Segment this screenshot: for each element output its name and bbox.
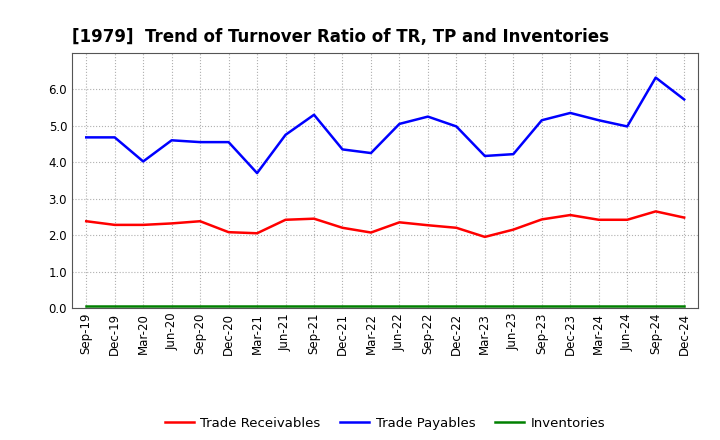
Trade Receivables bbox=[480, 234, 489, 239]
Inventories bbox=[623, 304, 631, 309]
Trade Receivables bbox=[509, 227, 518, 232]
Inventories bbox=[167, 304, 176, 309]
Inventories bbox=[310, 304, 318, 309]
Inventories bbox=[566, 304, 575, 309]
Inventories bbox=[196, 304, 204, 309]
Trade Receivables bbox=[282, 217, 290, 222]
Inventories bbox=[82, 304, 91, 309]
Inventories bbox=[652, 304, 660, 309]
Trade Payables bbox=[595, 117, 603, 123]
Trade Receivables bbox=[395, 220, 404, 225]
Inventories bbox=[537, 304, 546, 309]
Trade Receivables bbox=[423, 223, 432, 228]
Inventories bbox=[253, 304, 261, 309]
Trade Payables bbox=[82, 135, 91, 140]
Trade Payables bbox=[139, 159, 148, 164]
Trade Receivables bbox=[338, 225, 347, 231]
Trade Receivables bbox=[167, 221, 176, 226]
Trade Payables bbox=[167, 138, 176, 143]
Trade Receivables bbox=[110, 222, 119, 227]
Trade Payables bbox=[652, 75, 660, 80]
Line: Trade Receivables: Trade Receivables bbox=[86, 211, 684, 237]
Trade Payables bbox=[509, 151, 518, 157]
Trade Payables bbox=[537, 117, 546, 123]
Trade Payables bbox=[623, 124, 631, 129]
Trade Payables bbox=[310, 112, 318, 117]
Inventories bbox=[110, 304, 119, 309]
Trade Payables bbox=[338, 147, 347, 152]
Trade Payables bbox=[196, 139, 204, 145]
Trade Payables bbox=[366, 150, 375, 156]
Trade Receivables bbox=[537, 217, 546, 222]
Inventories bbox=[680, 304, 688, 309]
Trade Payables bbox=[452, 124, 461, 129]
Line: Trade Payables: Trade Payables bbox=[86, 77, 684, 173]
Trade Payables bbox=[110, 135, 119, 140]
Inventories bbox=[452, 304, 461, 309]
Trade Payables bbox=[395, 121, 404, 127]
Trade Receivables bbox=[253, 231, 261, 236]
Trade Receivables bbox=[82, 219, 91, 224]
Trade Payables bbox=[253, 170, 261, 176]
Trade Payables bbox=[423, 114, 432, 119]
Trade Payables bbox=[225, 139, 233, 145]
Inventories bbox=[509, 304, 518, 309]
Trade Payables bbox=[680, 97, 688, 102]
Inventories bbox=[139, 304, 148, 309]
Trade Receivables bbox=[680, 215, 688, 220]
Inventories bbox=[595, 304, 603, 309]
Trade Receivables bbox=[652, 209, 660, 214]
Trade Receivables bbox=[196, 219, 204, 224]
Inventories bbox=[338, 304, 347, 309]
Inventories bbox=[395, 304, 404, 309]
Inventories bbox=[366, 304, 375, 309]
Legend: Trade Receivables, Trade Payables, Inventories: Trade Receivables, Trade Payables, Inven… bbox=[159, 411, 611, 435]
Trade Receivables bbox=[366, 230, 375, 235]
Trade Receivables bbox=[225, 230, 233, 235]
Trade Receivables bbox=[623, 217, 631, 222]
Inventories bbox=[225, 304, 233, 309]
Text: [1979]  Trend of Turnover Ratio of TR, TP and Inventories: [1979] Trend of Turnover Ratio of TR, TP… bbox=[72, 28, 609, 46]
Trade Receivables bbox=[566, 213, 575, 218]
Trade Payables bbox=[282, 132, 290, 137]
Trade Payables bbox=[480, 153, 489, 158]
Trade Receivables bbox=[452, 225, 461, 231]
Inventories bbox=[282, 304, 290, 309]
Trade Receivables bbox=[310, 216, 318, 221]
Trade Receivables bbox=[595, 217, 603, 222]
Inventories bbox=[480, 304, 489, 309]
Trade Payables bbox=[566, 110, 575, 116]
Trade Receivables bbox=[139, 222, 148, 227]
Inventories bbox=[423, 304, 432, 309]
